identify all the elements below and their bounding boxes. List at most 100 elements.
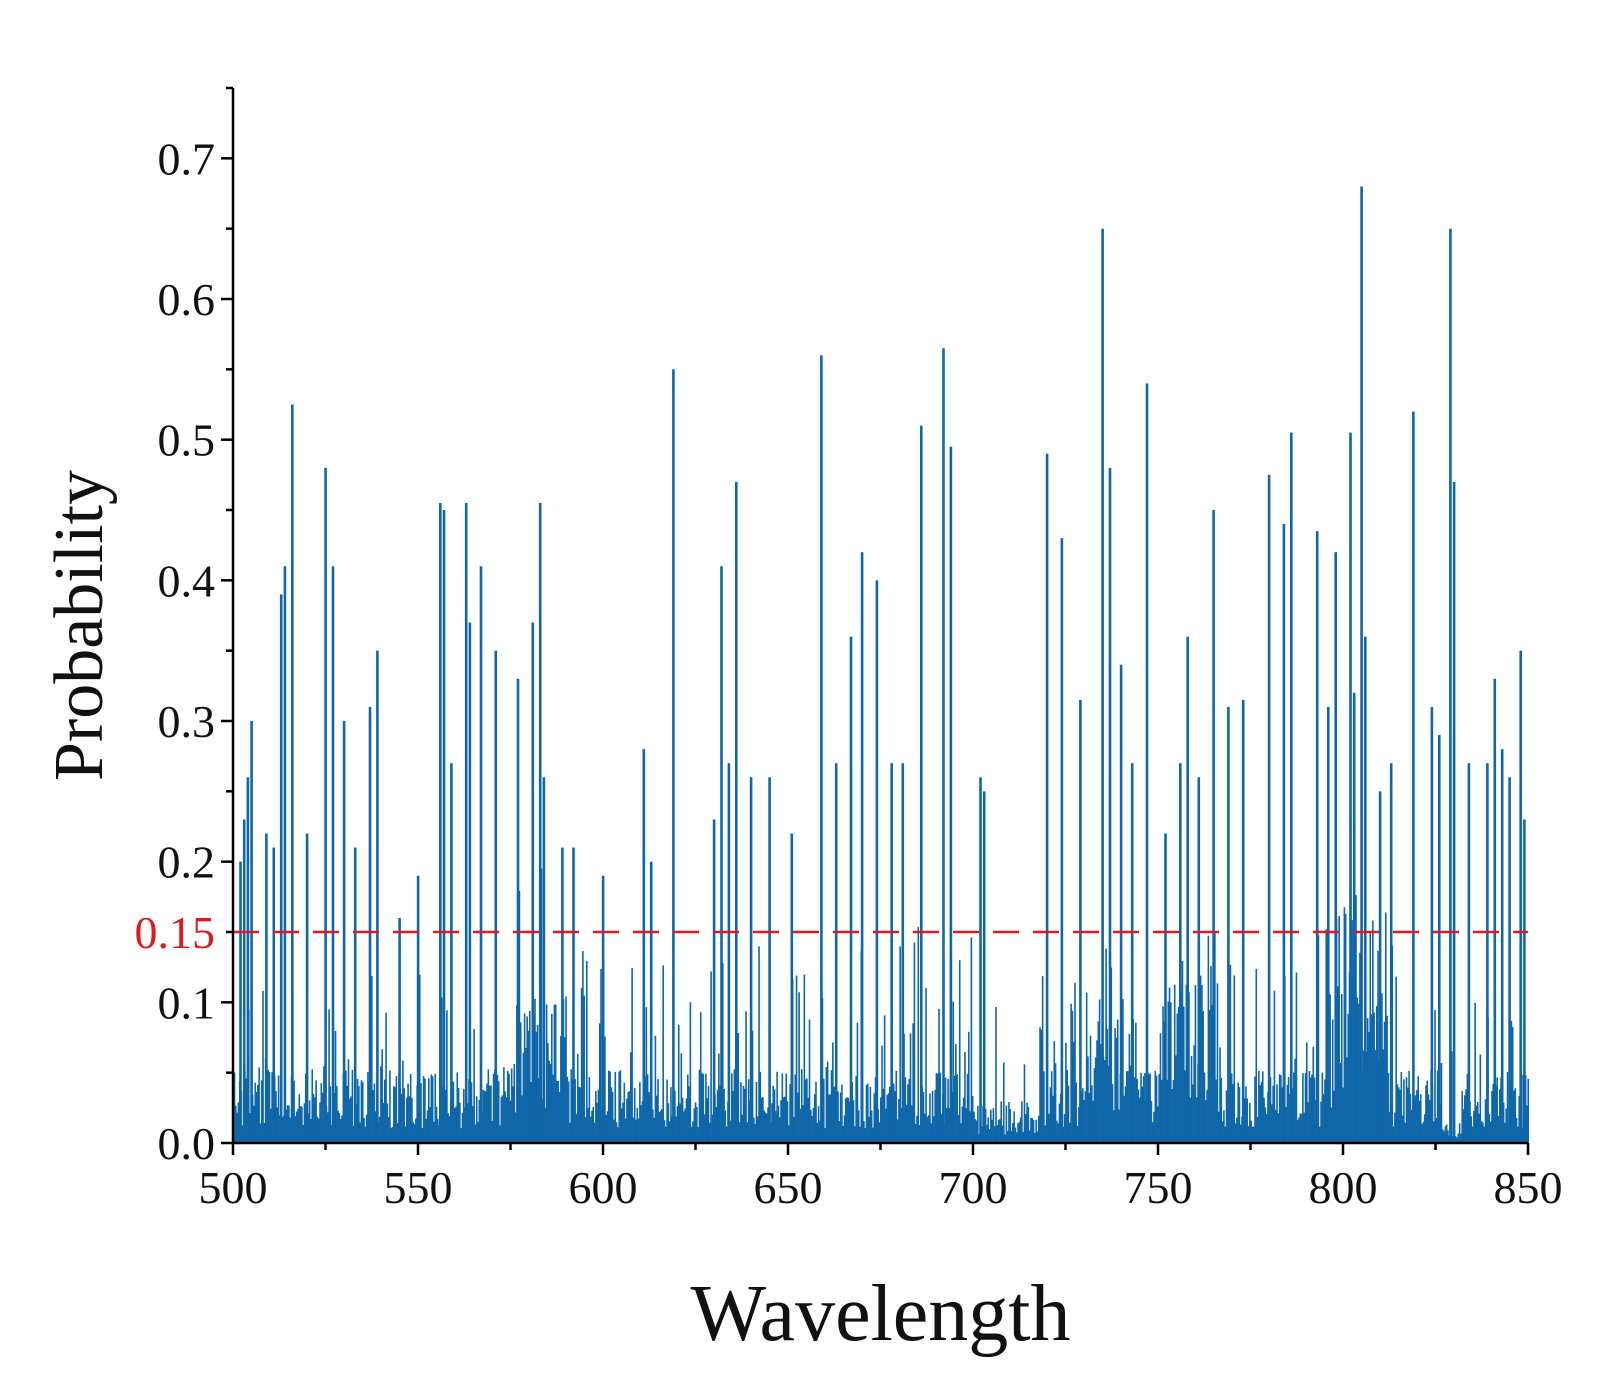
data-bar xyxy=(1500,749,1504,1143)
data-bar xyxy=(979,777,982,1143)
noise-bar xyxy=(492,1073,495,1143)
noise-bar xyxy=(936,1073,939,1143)
noise-bar xyxy=(1138,1097,1141,1143)
noise-bar xyxy=(387,1117,390,1143)
data-bar xyxy=(1349,432,1352,1143)
noise-bar xyxy=(518,890,521,1143)
data-bar xyxy=(1493,678,1497,1143)
noise-bar xyxy=(1251,1126,1254,1143)
noise-bar xyxy=(437,1118,439,1143)
noise-bar xyxy=(1044,1125,1047,1143)
noise-bar xyxy=(771,1103,773,1143)
noise-bar xyxy=(881,1045,883,1143)
noise-bar xyxy=(925,987,927,1143)
noise-bar xyxy=(457,1087,460,1143)
noise-bar xyxy=(1136,1079,1138,1143)
noise-bar xyxy=(1369,931,1372,1143)
noise-bar xyxy=(1372,920,1374,1143)
noise-bar xyxy=(326,1112,329,1143)
noise-bar xyxy=(1243,1098,1246,1143)
noise-bar xyxy=(873,1093,876,1143)
noise-bar xyxy=(751,1030,754,1143)
noise-bar xyxy=(336,1086,338,1143)
noise-bar xyxy=(1298,1117,1300,1143)
noise-bar xyxy=(1220,1077,1223,1143)
data-bar xyxy=(1101,228,1104,1144)
noise-bar xyxy=(558,1092,561,1143)
y-tick-label: 0.3 xyxy=(158,696,216,747)
noise-bar xyxy=(1322,1094,1325,1143)
noise-bar xyxy=(788,1125,790,1143)
data-bar xyxy=(942,348,945,1144)
noise-bar xyxy=(1096,1040,1098,1143)
noise-bar xyxy=(259,1123,262,1143)
noise-bar xyxy=(501,1095,504,1143)
data-bar xyxy=(1227,706,1230,1143)
noise-bar xyxy=(1300,1113,1303,1143)
noise-bar xyxy=(1030,1118,1032,1143)
noise-bar xyxy=(1210,966,1212,1143)
data-bar xyxy=(949,446,953,1143)
noise-bar xyxy=(743,1088,746,1143)
noise-bar xyxy=(614,1072,617,1143)
noise-bar xyxy=(725,1126,728,1143)
data-bar xyxy=(1119,664,1123,1143)
noise-bar xyxy=(404,1126,407,1143)
noise-bar xyxy=(1441,1129,1444,1143)
noise-bar xyxy=(253,1105,255,1143)
noise-bar xyxy=(952,1001,955,1143)
noise-bar xyxy=(945,1107,948,1143)
noise-bar xyxy=(1387,1072,1390,1143)
noise-bar xyxy=(908,1078,911,1143)
data-bar xyxy=(1164,833,1167,1143)
noise-bar xyxy=(1238,1087,1241,1143)
noise-bar xyxy=(596,1102,598,1143)
data-bar xyxy=(468,622,472,1143)
noise-bar xyxy=(312,1094,315,1143)
noise-bar xyxy=(433,1121,435,1143)
noise-bar xyxy=(1299,1113,1302,1143)
noise-bar xyxy=(1175,1055,1177,1143)
noise-bar xyxy=(329,1086,332,1143)
noise-bar xyxy=(390,1127,393,1143)
noise-bar xyxy=(453,1108,456,1143)
noise-bar xyxy=(1325,929,1328,1143)
noise-bar xyxy=(1089,1035,1092,1143)
noise-bar xyxy=(658,1112,661,1143)
noise-bar xyxy=(630,1052,632,1143)
noise-bar xyxy=(598,1023,601,1143)
noise-bar xyxy=(974,1119,977,1143)
noise-bar xyxy=(1135,1022,1137,1143)
noise-bar xyxy=(1252,1126,1255,1143)
data-bar xyxy=(860,552,864,1143)
noise-bar xyxy=(1087,1056,1089,1143)
noise-bar xyxy=(1273,990,1276,1143)
data-bar xyxy=(516,678,520,1143)
noise-bar xyxy=(719,1085,721,1143)
noise-bar xyxy=(631,967,633,1143)
noise-bar xyxy=(663,1120,666,1143)
noise-bar xyxy=(1092,1100,1094,1143)
noise-bar xyxy=(724,1110,727,1143)
noise-bar xyxy=(295,1111,298,1143)
noise-bar xyxy=(973,1111,975,1143)
noise-bar xyxy=(680,1053,683,1143)
noise-bar xyxy=(1041,976,1044,1143)
noise-bar xyxy=(1133,1077,1136,1143)
noise-bar xyxy=(592,1107,595,1143)
noise-bar xyxy=(948,1108,951,1143)
data-bar xyxy=(1378,791,1382,1143)
data-bar xyxy=(1060,538,1064,1143)
noise-bar xyxy=(1012,1123,1014,1143)
noise-bar xyxy=(1356,997,1359,1143)
noise-bar xyxy=(1338,916,1340,1143)
noise-bar xyxy=(405,1097,408,1143)
noise-bar xyxy=(716,1090,719,1143)
noise-bar xyxy=(346,1085,349,1143)
noise-bar xyxy=(883,1015,886,1143)
noise-bar xyxy=(1399,1089,1401,1143)
noise-bar xyxy=(580,987,583,1143)
noise-bar xyxy=(421,1128,424,1143)
noise-bar xyxy=(917,926,920,1143)
noise-bar xyxy=(1447,1130,1449,1143)
